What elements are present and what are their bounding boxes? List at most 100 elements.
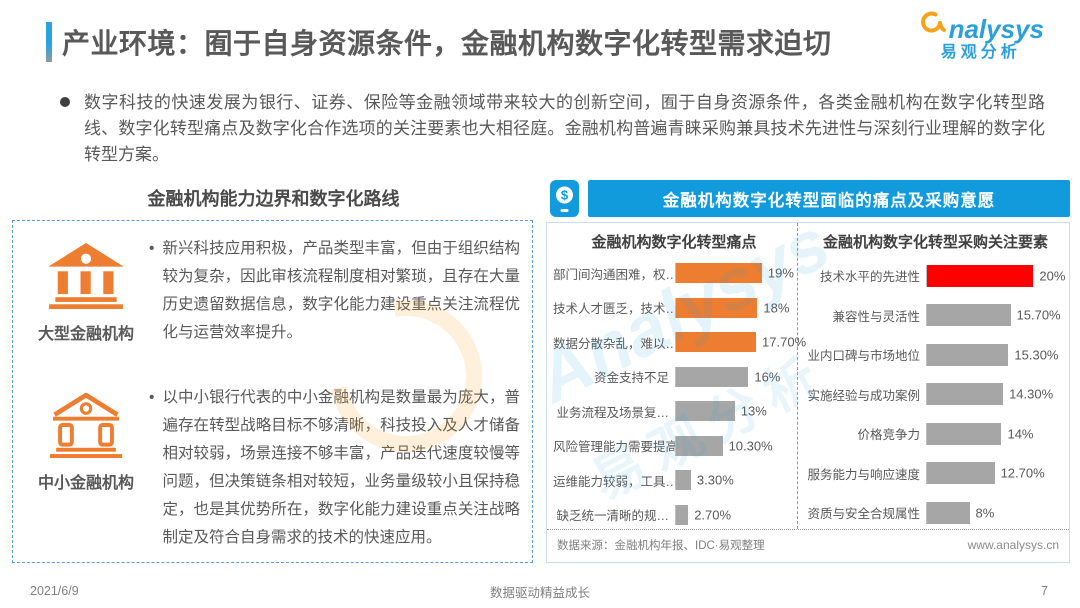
bar-row: 实施经验与成功案例 14.30% bbox=[804, 375, 1067, 415]
chart-source-row: 数据来源：金融机构年报、IDC·易观整理 www.analysys.cn bbox=[547, 529, 1069, 562]
bar bbox=[927, 462, 995, 485]
title-accent-bar bbox=[46, 22, 52, 62]
logo-brand-text: nalysys bbox=[948, 14, 1044, 44]
intro-text: 数字科技的快速发展为银行、证券、保险等金融领域带来较大的创新空间，囿于自身资源条… bbox=[84, 93, 1045, 164]
bar-track: 13% bbox=[675, 401, 795, 422]
bar-row: 价格竞争力 14% bbox=[804, 414, 1067, 454]
data-source-text: 数据来源：金融机构年报、IDC·易观整理 bbox=[557, 540, 765, 552]
bar bbox=[927, 383, 1004, 406]
website-text: www.analysys.cn bbox=[967, 538, 1059, 552]
charts-row: 金融机构数字化转型痛点 部门间沟通困难，权… 19% 技术人才匮乏，技术… 18% 数据… bbox=[547, 223, 1069, 529]
bar-row: 兼容性与灵活性 15.70% bbox=[804, 296, 1067, 336]
bar-value-label: 18% bbox=[763, 300, 790, 316]
bar bbox=[927, 422, 1002, 445]
footer-slogan: 数据驱动精益成长 bbox=[489, 585, 590, 600]
bar-row: 缺乏统一清晰的规… 2.70% bbox=[553, 498, 795, 533]
bar-track: 14.30% bbox=[926, 383, 1067, 406]
bar bbox=[927, 264, 1034, 287]
bar-category-label: 部门间沟通困难，权… bbox=[553, 267, 675, 282]
bar-category-label: 缺乏统一清晰的规… bbox=[556, 509, 669, 524]
bar-value-label: 14.30% bbox=[1009, 386, 1054, 402]
footer-page-number: 7 bbox=[1041, 584, 1048, 598]
bar-value-label: 2.70% bbox=[694, 507, 732, 523]
bar-track: 12.70% bbox=[926, 462, 1067, 485]
bar-category-label: 技术水平的先进性 bbox=[819, 270, 920, 285]
institution-description-text: 新兴科技应用积极，产品类型丰富，但由于组织结构较为复杂，因此审核流程制度相对繁琐… bbox=[162, 240, 520, 341]
svg-text:$: $ bbox=[561, 188, 569, 203]
mobile-payment-icon: $ bbox=[546, 180, 583, 217]
bar-category-label: 服务能力与响应速度 bbox=[807, 467, 920, 482]
bar-row: 部门间沟通困难，权… 19% bbox=[553, 256, 795, 291]
bank-outline-icon bbox=[48, 392, 124, 462]
bar-row: 技术水平的先进性 20% bbox=[804, 256, 1067, 296]
purchase-factors-chart: 金融机构数字化转型采购关注要素 技术水平的先进性 20% 兼容性与灵活性 15.70%… bbox=[797, 223, 1069, 529]
logo-cn-text: 易观分析 bbox=[940, 44, 1021, 61]
bar-category-label: 风险管理能力需要提高 bbox=[553, 440, 675, 455]
bar-track: 15.70% bbox=[926, 304, 1067, 327]
bar-row: 技术人才匮乏，技术… 18% bbox=[553, 291, 795, 326]
bar-row: 业内口碑与市场地位 15.30% bbox=[804, 335, 1067, 375]
bar bbox=[927, 343, 1009, 366]
bar bbox=[676, 297, 758, 318]
list-bullet: • bbox=[149, 389, 155, 406]
bar-value-label: 3.30% bbox=[696, 472, 734, 488]
bar bbox=[927, 304, 1011, 327]
institution-description: • 以中小银行代表的中小金融机构是数量最为庞大，普遍存在转型战略目标不够清晰，科… bbox=[145, 384, 520, 552]
analysys-logo: nalysys 易观分析 bbox=[918, 8, 1044, 61]
bar-value-label: 19% bbox=[767, 265, 794, 281]
bar-value-label: 16% bbox=[754, 369, 781, 385]
institution-item-small: 中小金融机构 • 以中小银行代表的中小金融机构是数量最为庞大，普遍存在转型战略目… bbox=[27, 384, 520, 552]
institution-item-large: 大型金融机构 • 新兴科技应用积极，产品类型丰富，但由于组织结构较为复杂，因此审… bbox=[27, 235, 520, 347]
institution-icon-column: 大型金融机构 bbox=[27, 235, 145, 347]
bar-value-label: 14% bbox=[1007, 426, 1034, 442]
institution-label: 中小金融机构 bbox=[37, 475, 134, 492]
bar-value-label: 20% bbox=[1039, 268, 1066, 284]
bar-row: 资质与安全合规属性 8% bbox=[804, 493, 1067, 533]
institution-label: 大型金融机构 bbox=[37, 326, 134, 343]
bar-track: 20% bbox=[926, 264, 1067, 287]
bar-track: 16% bbox=[675, 366, 795, 387]
page-title: 产业环境：囿于自身资源条件，金融机构数字化转型需求迫切 bbox=[62, 28, 832, 59]
page-header: 产业环境：囿于自身资源条件，金融机构数字化转型需求迫切 bbox=[46, 22, 832, 62]
bar-row: 数据分散杂乱，难以… 17.70% bbox=[553, 325, 806, 360]
logo-swirl-icon bbox=[918, 8, 948, 42]
bullet-dot-icon bbox=[60, 97, 70, 107]
bar-track: 18% bbox=[675, 297, 795, 318]
bar-value-label: 10.30% bbox=[728, 438, 773, 454]
bar-category-label: 兼容性与灵活性 bbox=[832, 309, 920, 324]
bar-value-label: 15.30% bbox=[1014, 347, 1059, 363]
bar-track: 10.30% bbox=[675, 435, 795, 456]
bar-track: 17.70% bbox=[675, 332, 806, 353]
bar-category-label: 资质与安全合规属性 bbox=[807, 507, 920, 522]
bar bbox=[676, 504, 689, 525]
bar-track: 15.30% bbox=[926, 343, 1067, 366]
bar bbox=[676, 401, 735, 422]
left-section-title: 金融机构能力边界和数字化路线 bbox=[147, 189, 400, 209]
bar-row: 资金支持不足 16% bbox=[553, 360, 795, 395]
bar-category-label: 技术人才匮乏，技术… bbox=[553, 302, 675, 317]
bar bbox=[676, 470, 691, 491]
bar-category-label: 业内口碑与市场地位 bbox=[807, 349, 920, 364]
bar-track: 3.30% bbox=[675, 470, 795, 491]
bar-value-label: 12.70% bbox=[1000, 465, 1045, 481]
bar bbox=[927, 501, 970, 524]
bar-chart-rows: 技术水平的先进性 20% 兼容性与灵活性 15.70% 业内口碑与市场地位 15.30% 实… bbox=[804, 256, 1067, 533]
bar bbox=[676, 263, 762, 284]
logo-brand-row: nalysys bbox=[918, 8, 1044, 42]
bar-value-label: 13% bbox=[740, 403, 767, 419]
bar-track: 2.70% bbox=[675, 504, 795, 525]
bar-category-label: 业务流程及场景复… bbox=[556, 405, 669, 420]
left-panel: 大型金融机构 • 新兴科技应用积极，产品类型丰富，但由于组织结构较为复杂，因此审… bbox=[12, 220, 533, 563]
bar-row: 服务能力与响应速度 12.70% bbox=[804, 454, 1067, 494]
chart-title: 金融机构数字化转型痛点 bbox=[591, 234, 757, 251]
institution-description-text: 以中小银行代表的中小金融机构是数量最为庞大，普遍存在转型战略目标不够清晰，科技投… bbox=[162, 389, 520, 546]
bar-track: 14% bbox=[926, 422, 1067, 445]
bar-value-label: 15.70% bbox=[1016, 307, 1061, 323]
bank-solid-icon bbox=[48, 243, 124, 313]
intro-paragraph: 数字科技的快速发展为银行、证券、保险等金融领域带来较大的创新空间，囿于自身资源条… bbox=[60, 90, 1045, 168]
bar-track: 8% bbox=[926, 501, 1067, 524]
institution-icon-column: 中小金融机构 bbox=[27, 384, 145, 552]
institution-description: • 新兴科技应用积极，产品类型丰富，但由于组织结构较为复杂，因此审核流程制度相对… bbox=[145, 235, 520, 347]
bar bbox=[676, 435, 723, 456]
right-panel: 金融机构数字化转型痛点 部门间沟通困难，权… 19% 技术人才匮乏，技术… 18% 数据… bbox=[546, 222, 1070, 563]
